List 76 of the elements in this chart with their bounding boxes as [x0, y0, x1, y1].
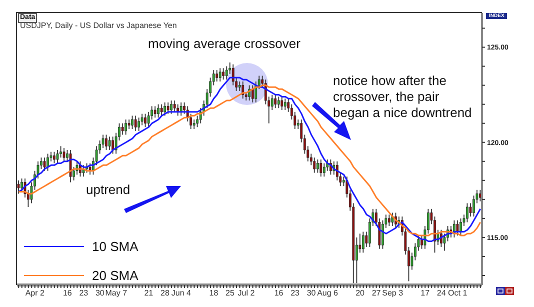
candlestick: [17, 180, 20, 194]
annotation: moving average crossover: [148, 36, 300, 51]
candlestick: [46, 153, 49, 172]
candlestick: [280, 96, 284, 111]
candlestick: [108, 136, 111, 150]
candlestick: [238, 80, 241, 92]
x-tick-label: 23: [290, 288, 300, 298]
candlestick: [166, 102, 170, 114]
candlestick: [170, 100, 173, 114]
candlestick: [251, 84, 254, 103]
candlestick: [479, 189, 482, 202]
x-tick-label: Jun 4: [171, 288, 192, 298]
x-tick-label: 30: [95, 288, 105, 298]
x-tick-label: 18: [209, 288, 219, 298]
candlestick: [60, 146, 62, 158]
x-tick-label: 20: [356, 288, 366, 298]
candlestick: [222, 68, 225, 80]
candlestick: [388, 214, 390, 227]
x-tick-label: May 7: [105, 288, 128, 298]
candlestick: [362, 231, 364, 254]
candlestick: [43, 157, 46, 172]
x-tick-label: 21: [144, 288, 154, 298]
candlestick: [320, 158, 322, 178]
candlestick: [456, 220, 459, 236]
candlestick: [88, 162, 92, 176]
candlestick: [391, 212, 394, 227]
candlestick: [460, 218, 462, 236]
candlestick: [164, 102, 166, 116]
x-tick-label: 27: [372, 288, 382, 298]
candlestick: [316, 158, 319, 174]
candlestick: [160, 104, 163, 116]
x-tick-label: 23: [79, 288, 89, 298]
x-tick-label: 28: [160, 288, 170, 298]
candlestick: [112, 136, 114, 154]
candlestick: [322, 162, 326, 178]
annotation: uptrend: [86, 182, 130, 197]
candlestick: [56, 149, 59, 164]
legend-label: 20 SMA: [92, 268, 138, 283]
x-tick-label: Aug 6: [317, 288, 339, 298]
annotation: notice how after the crossover, the pair began a nice downtrend: [333, 73, 473, 121]
legend-label: 10 SMA: [92, 239, 138, 254]
x-tick-label: 16: [274, 288, 284, 298]
candlestick: [466, 202, 468, 223]
candlestick: [154, 106, 156, 118]
candlestick: [218, 68, 222, 82]
x-tick-label: 25: [226, 288, 235, 298]
candlestick: [469, 202, 472, 218]
candlestick: [274, 94, 277, 109]
candlestick: [144, 113, 147, 128]
candlestick: [82, 164, 85, 178]
x-tick-label: 24: [436, 288, 446, 298]
candlestick: [128, 119, 130, 130]
candlestick: [192, 119, 196, 130]
candlestick: [20, 178, 23, 192]
candlestick: [131, 115, 134, 130]
candlestick: [62, 148, 66, 162]
candlestick: [313, 157, 316, 174]
candlestick: [134, 115, 137, 132]
x-tick-label: Oct 1: [448, 288, 468, 298]
candlestick: [121, 122, 124, 136]
candlestick: [53, 151, 56, 164]
candlestick: [157, 104, 160, 118]
x-tick-label: Jul 2: [238, 288, 256, 298]
candlestick: [284, 98, 286, 111]
candlestick: [138, 117, 140, 132]
x-tick-label: 17: [420, 288, 430, 298]
candlestick: [105, 134, 108, 150]
candlestick: [277, 96, 280, 109]
candlestick: [225, 66, 228, 80]
x-tick-label: Sep 3: [382, 288, 404, 298]
x-tick-label: 16: [62, 288, 72, 298]
x-tick-label: 30: [306, 288, 316, 298]
x-tick-label: Apr 2: [25, 288, 45, 298]
candlestick: [124, 119, 127, 136]
candlestick: [216, 70, 218, 82]
candlestick: [173, 100, 176, 112]
